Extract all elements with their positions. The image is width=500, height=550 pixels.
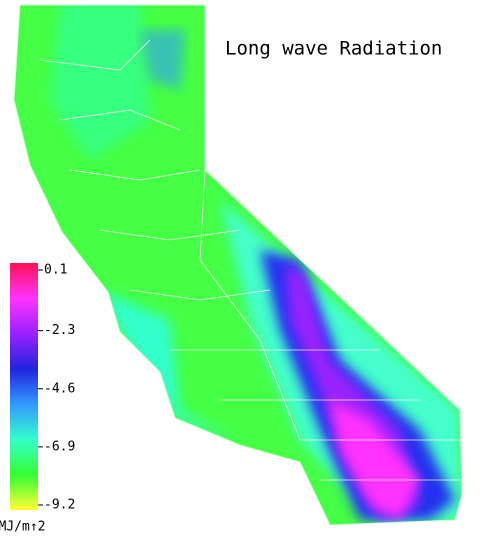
tick-label: -6.9 [44, 439, 75, 454]
tick-label: -2.3 [44, 323, 75, 338]
colorbar-unit: MJ/m↑2 [0, 520, 45, 535]
colorbar [10, 263, 38, 510]
tick-label: 0.1 [44, 263, 67, 278]
tick-label: -9.2 [44, 498, 75, 513]
colorbar-ticks: 0.1 -2.3 -4.6 -6.9 -9.2 [38, 263, 75, 513]
state-outline [13, 4, 463, 526]
tick-label: -4.6 [44, 381, 75, 396]
map-title: Long wave Radiation [225, 38, 442, 60]
